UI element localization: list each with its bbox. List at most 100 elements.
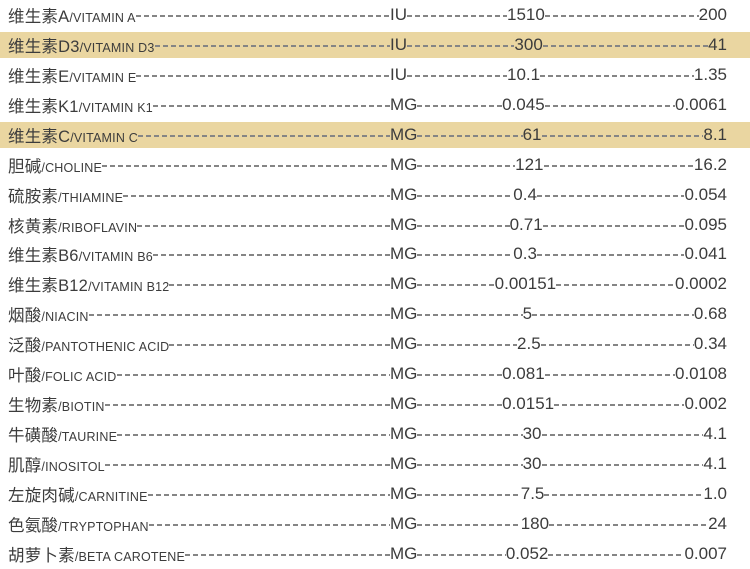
value-1: 30 (522, 454, 542, 474)
value-1: 2.5 (517, 334, 541, 354)
dash-leader (148, 523, 390, 526)
value-2: 4.1 (703, 424, 727, 444)
values-cell: MG 121 16.2 (390, 155, 727, 175)
nutrient-name-en: /VITAMIN B12 (88, 280, 170, 295)
value-2: 0.095 (684, 214, 727, 234)
dash-leader (541, 134, 704, 137)
dash-leader (407, 44, 515, 47)
unit-label: IU (390, 4, 407, 24)
dash-leader (417, 224, 510, 227)
nutrient-name: 维生素C/VITAMIN C (8, 123, 138, 147)
values-cell: MG 7.5 1.0 (390, 484, 727, 504)
dash-leader (544, 374, 675, 377)
dash-leader (544, 104, 675, 107)
dash-leader (417, 434, 523, 437)
unit-label: MG (390, 274, 418, 294)
unit-label: MG (390, 394, 418, 414)
nutrient-cell: 生物素/BIOTIN (0, 392, 390, 416)
dash-leader (417, 314, 523, 317)
nutrient-name: 维生素B6/VITAMIN B6 (8, 242, 153, 266)
table-row: 胡萝卜素/BETA CAROTENE MG 0.052 0.007 (0, 539, 750, 569)
unit-label: MG (390, 483, 418, 503)
unit-label: MG (390, 424, 418, 444)
value-2: 0.041 (684, 244, 727, 264)
nutrient-name-zh: 维生素C (8, 127, 71, 146)
nutrient-name-zh: 胆碱 (8, 157, 42, 176)
unit-label: MG (390, 154, 418, 174)
values-cell: MG 0.052 0.007 (390, 544, 727, 564)
nutrient-name-zh: 叶酸 (8, 367, 42, 386)
dash-leader (152, 254, 390, 257)
table-row: 维生素D3/VITAMIN D3 IU 300 41 (0, 30, 750, 60)
dash-leader (540, 344, 694, 347)
values-cell: MG 180 24 (390, 514, 727, 534)
value-1: 0.081 (502, 364, 545, 384)
nutrient-cell: 胡萝卜素/BETA CAROTENE (0, 542, 390, 566)
dash-leader (536, 254, 685, 257)
value-2: 41 (708, 34, 727, 54)
table-row: 生物素/BIOTIN MG 0.0151 0.002 (0, 389, 750, 419)
nutrient-name: 烟酸/NIACIN (8, 302, 89, 326)
nutrient-name-en: /CARNITINE (74, 489, 148, 504)
table-row: 维生素C/VITAMIN C MG 61 8.1 (0, 120, 750, 150)
values-cell: MG 5 0.68 (390, 304, 727, 324)
table-row: 色氨酸/TRYPTOPHAN MG 180 24 (0, 509, 750, 539)
nutrient-name-zh: 烟酸 (8, 307, 42, 326)
nutrient-name: 维生素E/VITAMIN E (8, 63, 136, 87)
dash-leader (417, 553, 506, 556)
nutrient-name-en: /FOLIC ACID (41, 370, 117, 385)
nutrient-name-zh: 核黄素 (8, 217, 59, 236)
values-cell: MG 30 4.1 (390, 424, 727, 444)
dash-leader (549, 523, 709, 526)
nutrient-name-zh: 胡萝卜素 (8, 546, 75, 565)
dash-leader (417, 344, 518, 347)
value-1: 180 (520, 513, 550, 533)
table-row: 维生素B6/VITAMIN B6 MG 0.3 0.041 (0, 240, 750, 270)
value-1: 61 (522, 124, 542, 144)
nutrient-name-zh: 维生素A (8, 7, 70, 26)
nutrient-name: 牛磺酸/TAURINE (8, 422, 117, 446)
value-2: 4.1 (703, 454, 727, 474)
value-2: 0.054 (684, 184, 727, 204)
value-2: 8.1 (703, 124, 727, 144)
dash-leader (152, 104, 390, 107)
unit-label: MG (390, 94, 418, 114)
value-2: 1.0 (703, 483, 727, 503)
value-1: 30 (522, 424, 542, 444)
nutrient-name: 叶酸/FOLIC ACID (8, 362, 117, 386)
table-row: 维生素K1/VITAMIN K1 MG 0.045 0.0061 (0, 90, 750, 120)
nutrient-cell: 胆碱/CHOLINE (0, 153, 390, 177)
values-cell: MG 0.3 0.041 (390, 244, 727, 264)
value-2: 0.0108 (675, 364, 727, 384)
table-row: 叶酸/FOLIC ACID MG 0.081 0.0108 (0, 359, 750, 389)
dash-leader (544, 14, 699, 17)
value-2: 0.0002 (675, 274, 727, 294)
value-2: 200 (698, 4, 727, 24)
nutrient-name-en: /TRYPTOPHAN (58, 519, 149, 534)
dash-leader (536, 194, 685, 197)
nutrient-name-en: /VITAMIN B6 (78, 250, 153, 265)
dash-leader (532, 314, 694, 317)
dash-leader (407, 14, 507, 17)
unit-label: MG (390, 543, 418, 563)
dash-leader (116, 374, 390, 377)
nutrient-cell: 叶酸/FOLIC ACID (0, 362, 390, 386)
dash-leader (541, 464, 704, 467)
dash-leader (88, 314, 390, 317)
dash-leader (542, 224, 685, 227)
nutrient-name: 肌醇/INOSITOL (8, 452, 105, 476)
dash-leader (147, 493, 390, 496)
values-cell: MG 0.71 0.095 (390, 215, 727, 235)
nutrient-cell: 维生素B12/VITAMIN B12 (0, 272, 390, 296)
nutrient-cell: 维生素K1/VITAMIN K1 (0, 93, 390, 117)
table-row: 核黄素/RIBOFLAVIN MG 0.71 0.095 (0, 210, 750, 240)
nutrient-name-zh: 维生素B12 (8, 277, 89, 296)
nutrient-name-en: /CHOLINE (41, 160, 103, 175)
nutrient-name: 维生素K1/VITAMIN K1 (8, 93, 153, 117)
nutrient-name: 维生素B12/VITAMIN B12 (8, 272, 169, 296)
nutrient-name-zh: 生物素 (8, 397, 59, 416)
value-2: 0.0061 (675, 94, 727, 114)
nutrient-cell: 维生素D3/VITAMIN D3 (0, 33, 390, 57)
dash-leader (123, 194, 390, 197)
values-cell: MG 2.5 0.34 (390, 334, 727, 354)
